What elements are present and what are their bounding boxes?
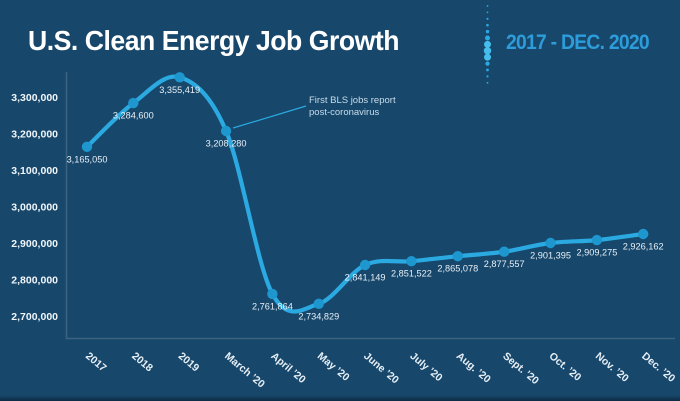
data-point-label: 2,761,864 <box>252 301 293 311</box>
data-point-label: 2,926,162 <box>623 242 664 252</box>
y-axis-tick-label: 3,100,000 <box>11 165 58 177</box>
data-point-label: 3,284,600 <box>113 111 154 121</box>
annotation-line1: First BLS jobs report <box>309 95 396 106</box>
data-point <box>267 288 278 300</box>
data-point <box>174 72 185 83</box>
data-point-label: 2,865,078 <box>437 264 478 274</box>
data-point-label: 3,355,419 <box>159 85 200 95</box>
data-point <box>359 259 371 271</box>
chart-annotation: First BLS jobs report post-coronavirus <box>309 95 396 119</box>
dotted-separator-dot <box>486 17 489 20</box>
dotted-separator-dot <box>486 81 489 84</box>
data-point <box>406 256 417 267</box>
dotted-separator-dot <box>486 68 489 72</box>
data-point <box>313 298 324 309</box>
dotted-separator-dot <box>486 11 489 14</box>
x-axis-tick-label: April ’20 <box>268 350 308 386</box>
axis-lines <box>65 72 675 340</box>
page-title: U.S. Clean Energy Job Growth <box>28 25 399 56</box>
annotation-line2: post-coronavirus <box>309 107 380 118</box>
x-axis-tick-label: Nov. ’20 <box>593 350 631 385</box>
dotted-separator-dot <box>486 23 489 27</box>
y-axis-tick-label: 3,000,000 <box>11 202 58 214</box>
x-axis-tick-label: March ’20 <box>222 350 267 390</box>
y-axis-tick-label: 2,700,000 <box>11 311 58 323</box>
x-axis-tick-label: Sept. ’20 <box>500 350 541 387</box>
y-axis-tick-label: 3,300,000 <box>11 92 58 104</box>
dotted-separator-dot <box>486 75 489 78</box>
dotted-separator-dot <box>485 61 490 66</box>
bottom-edge-shadow <box>0 395 680 401</box>
dotted-separator-dot <box>483 47 492 55</box>
data-point-label: 2,909,275 <box>576 248 617 258</box>
header-date-range: 2017 - DEC. 2020 <box>506 31 650 54</box>
data-point-label: 2,901,395 <box>530 251 571 261</box>
data-point-label: 2,877,557 <box>484 259 525 269</box>
dotted-separator-dot <box>484 40 491 48</box>
data-point-label: 2,851,522 <box>391 269 432 279</box>
dotted-separator-dot <box>485 35 490 41</box>
x-axis-tick-label: Aug. ’20 <box>454 350 493 386</box>
data-point <box>220 125 232 137</box>
x-axis-tick-label: Dec. ’20 <box>639 350 677 385</box>
y-axis-tick-label: 3,200,000 <box>11 129 58 141</box>
annotation-leader-line <box>232 105 307 129</box>
x-axis-tick-label: July ’20 <box>407 350 444 384</box>
data-point <box>499 246 510 257</box>
x-axis-tick-label: 2017 <box>83 350 109 374</box>
data-point-label: 2,841,149 <box>345 273 386 283</box>
y-axis-tick-label: 2,800,000 <box>11 275 58 287</box>
data-point <box>638 228 649 240</box>
data-point <box>545 237 556 249</box>
dotted-separator-dot <box>486 5 489 7</box>
x-axis-tick-label: Oct. ’20 <box>547 350 584 384</box>
data-point-label: 2,734,829 <box>298 311 339 321</box>
data-point <box>452 251 463 262</box>
x-axis-tick-label: 2019 <box>176 350 202 374</box>
data-point-label: 3,208,280 <box>206 139 247 149</box>
dotted-separator-dot <box>485 29 490 34</box>
data-point <box>591 234 603 246</box>
x-axis-tick-label: May ’20 <box>315 350 352 384</box>
data-point <box>81 141 93 152</box>
x-axis-tick-label: June ’20 <box>361 350 401 386</box>
y-axis-tick-label: 2,900,000 <box>11 238 58 250</box>
data-point <box>128 97 139 109</box>
data-point-label: 3,165,050 <box>67 154 108 164</box>
dotted-separator-dot <box>484 53 491 61</box>
x-axis-tick-label: 2018 <box>129 350 155 374</box>
